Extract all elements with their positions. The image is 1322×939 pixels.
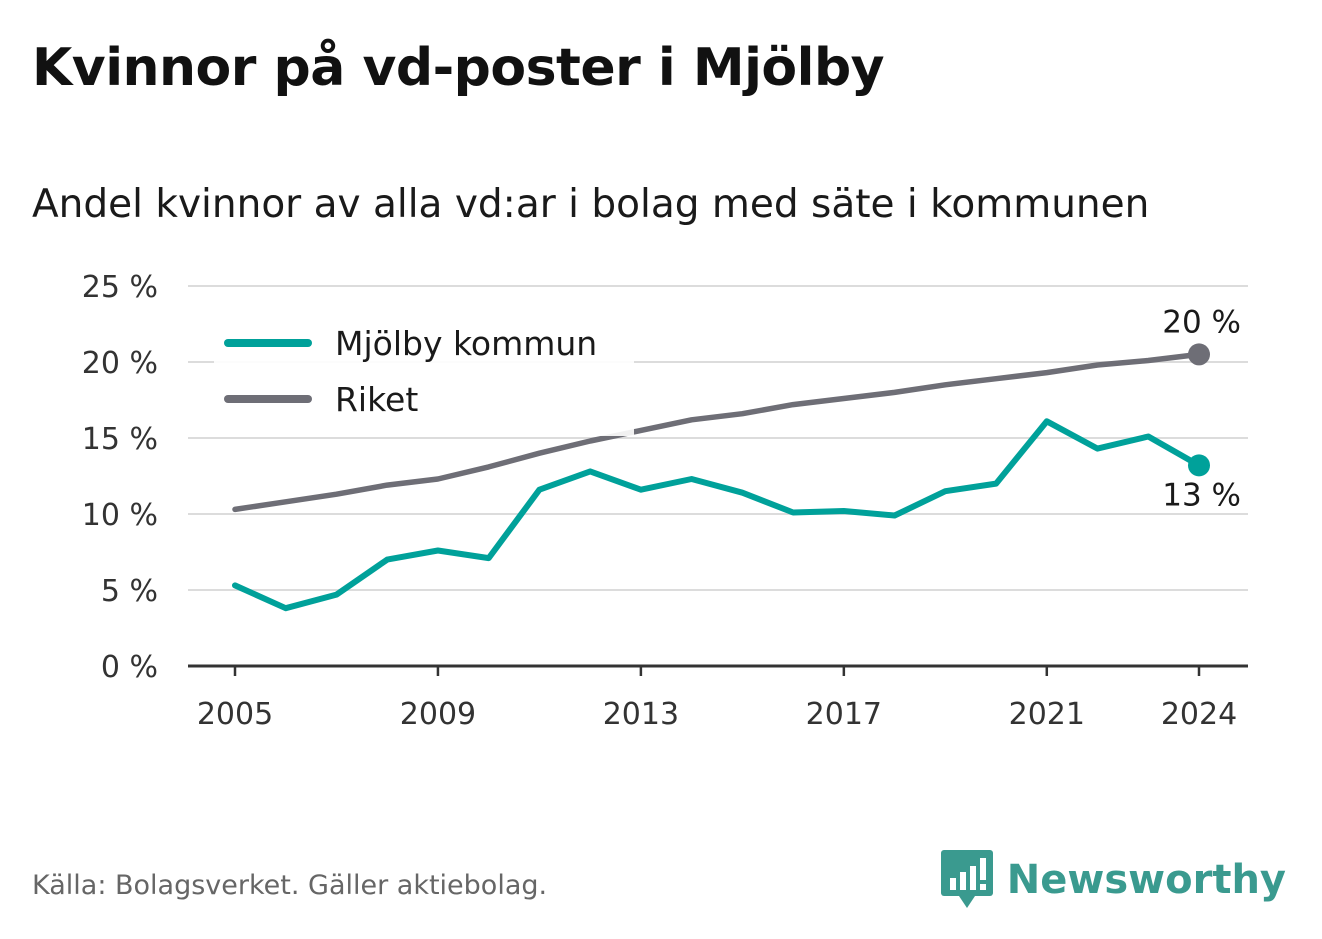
y-tick-label: 10 % xyxy=(82,498,158,533)
y-tick-label: 5 % xyxy=(101,574,158,609)
legend-label-mjolby-kommun: Mjölby kommun xyxy=(335,324,597,363)
x-axis-tick-labels: 2005 2009 2013 2017 2021 2024 xyxy=(197,697,1237,732)
brand-name: Newsworthy xyxy=(1006,857,1286,903)
y-tick-label: 15 % xyxy=(82,422,158,457)
x-tick-label: 2017 xyxy=(806,697,882,732)
end-label-riket: 20 % xyxy=(1162,304,1241,340)
end-labels: 13 % 20 % xyxy=(1162,304,1241,513)
y-tick-label: 25 % xyxy=(82,270,158,305)
x-axis xyxy=(188,664,1248,676)
series-lines xyxy=(232,343,1210,612)
legend-label-riket: Riket xyxy=(335,380,418,419)
series-line-mjolby-kommun xyxy=(232,418,1202,612)
x-tick-label: 2013 xyxy=(603,697,679,732)
chart-subtitle: Andel kvinnor av alla vd:ar i bolag med … xyxy=(32,182,1150,227)
source-note: Källa: Bolagsverket. Gäller aktiebolag. xyxy=(32,870,548,901)
series-line-riket xyxy=(232,351,1202,513)
x-tick-label: 2024 xyxy=(1161,697,1237,732)
legend-background xyxy=(214,312,634,436)
end-label-mjolby-kommun: 13 % xyxy=(1162,477,1241,513)
x-tick-label: 2009 xyxy=(400,697,476,732)
bar-chart-speech-bubble-icon xyxy=(940,850,993,908)
x-tick-label: 2005 xyxy=(197,697,273,732)
x-tick-label: 2021 xyxy=(1009,697,1085,732)
y-tick-label: 20 % xyxy=(82,346,158,381)
brand-logo: Newsworthy xyxy=(940,850,1286,910)
end-point-riket xyxy=(1188,343,1210,366)
end-point-mjolby-kommun xyxy=(1188,454,1210,477)
chart-title: Kvinnor på vd-poster i Mjölby xyxy=(32,38,885,98)
y-tick-label: 0 % xyxy=(101,650,158,685)
legend: Mjölby kommun Riket xyxy=(214,312,634,436)
y-axis-tick-labels: 0 % 5 % 10 % 15 % 20 % 25 % xyxy=(82,270,158,685)
